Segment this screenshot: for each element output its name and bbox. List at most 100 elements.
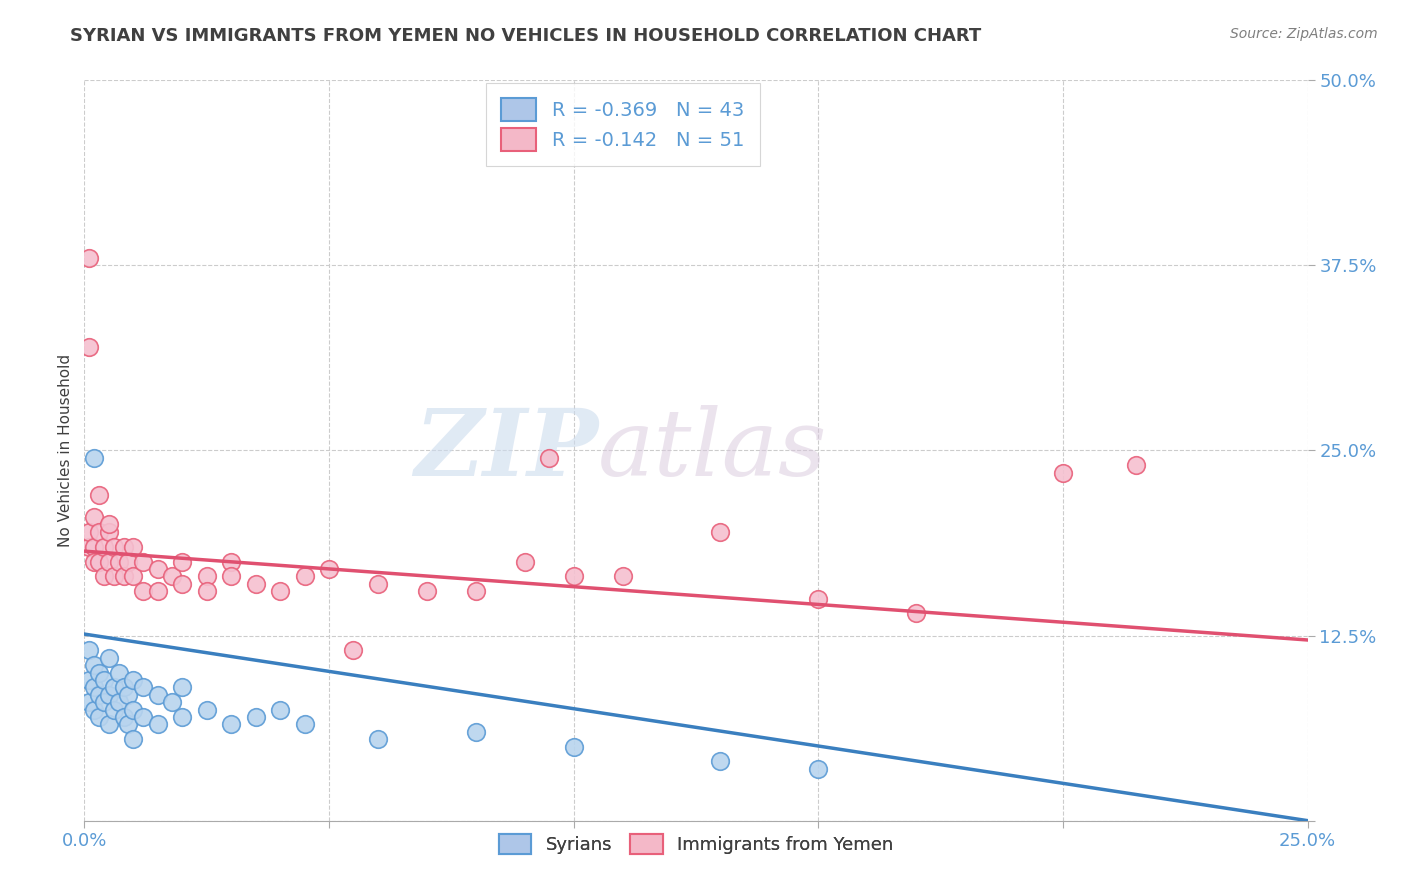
Point (117, 717, 139, 731)
Point (172, 555, 194, 569)
Point (146, 717, 169, 731)
Point (83, 658, 105, 673)
Point (103, 569, 125, 583)
Point (245, 710, 267, 724)
Point (807, 762, 830, 776)
Point (146, 688, 169, 702)
Point (172, 681, 194, 695)
Point (562, 569, 585, 583)
Point (122, 673, 145, 687)
Point (513, 555, 536, 569)
Text: Source: ZipAtlas.com: Source: ZipAtlas.com (1230, 27, 1378, 41)
Point (905, 607, 928, 621)
Point (107, 695, 129, 709)
Point (367, 576, 389, 591)
Point (146, 562, 169, 576)
Point (1052, 466, 1074, 480)
Point (195, 703, 218, 717)
Point (709, 755, 731, 769)
Point (97, 517, 120, 532)
Point (294, 569, 316, 583)
Point (87, 688, 110, 702)
Point (219, 555, 242, 569)
Point (112, 681, 135, 695)
Point (77, 643, 100, 657)
Point (83, 450, 105, 465)
Point (103, 681, 125, 695)
Point (107, 555, 129, 569)
Point (162, 695, 184, 709)
Point (87, 665, 110, 680)
Point (83, 681, 105, 695)
Point (117, 688, 139, 702)
Point (103, 540, 125, 554)
Point (93, 695, 115, 709)
Point (122, 569, 145, 583)
Point (219, 717, 242, 731)
Point (122, 703, 145, 717)
Point (112, 569, 135, 583)
Point (97, 555, 120, 569)
Point (538, 450, 561, 465)
Point (97, 650, 120, 665)
Point (464, 584, 486, 599)
Point (77, 540, 100, 554)
Point (122, 732, 145, 747)
Point (97, 524, 120, 539)
Point (77, 673, 100, 687)
Point (132, 681, 155, 695)
Point (172, 576, 194, 591)
Point (162, 569, 184, 583)
Point (269, 584, 291, 599)
Point (117, 555, 139, 569)
Point (195, 584, 218, 599)
Text: SYRIAN VS IMMIGRANTS FROM YEMEN NO VEHICLES IN HOUSEHOLD CORRELATION CHART: SYRIAN VS IMMIGRANTS FROM YEMEN NO VEHIC… (70, 27, 981, 45)
Point (318, 562, 340, 576)
Point (103, 703, 125, 717)
Point (93, 569, 115, 583)
Point (87, 488, 110, 502)
Point (807, 591, 830, 606)
Point (269, 703, 291, 717)
Point (112, 540, 135, 554)
Point (112, 710, 135, 724)
Point (146, 584, 169, 599)
Point (77, 340, 100, 354)
Point (1125, 458, 1147, 473)
Point (83, 703, 105, 717)
Point (245, 576, 267, 591)
Point (122, 540, 145, 554)
Point (464, 724, 486, 739)
Point (612, 569, 634, 583)
Point (97, 688, 120, 702)
Point (93, 540, 115, 554)
Text: ZIP: ZIP (413, 406, 598, 495)
Point (132, 584, 155, 599)
Point (172, 710, 194, 724)
Point (93, 673, 115, 687)
Point (87, 524, 110, 539)
Point (219, 569, 242, 583)
Point (77, 695, 100, 709)
Point (83, 555, 105, 569)
Point (367, 732, 389, 747)
Point (87, 710, 110, 724)
Point (132, 710, 155, 724)
Point (416, 584, 439, 599)
Point (83, 540, 105, 554)
Point (342, 643, 364, 657)
Point (87, 555, 110, 569)
Text: atlas: atlas (598, 406, 828, 495)
Point (195, 569, 218, 583)
Point (562, 739, 585, 754)
Legend: Syrians, Immigrants from Yemen: Syrians, Immigrants from Yemen (489, 824, 903, 863)
Point (107, 665, 129, 680)
Y-axis label: No Vehicles in Household: No Vehicles in Household (58, 354, 73, 547)
Point (97, 717, 120, 731)
Point (132, 555, 155, 569)
Point (709, 524, 731, 539)
Point (294, 717, 316, 731)
Point (77, 251, 100, 265)
Point (83, 510, 105, 524)
Point (77, 524, 100, 539)
